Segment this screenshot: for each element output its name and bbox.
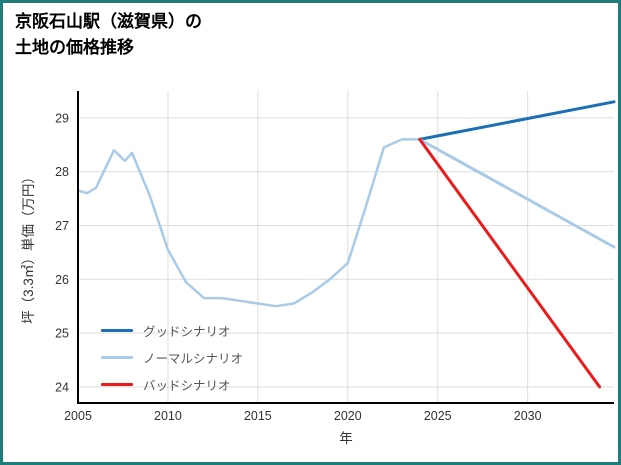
bad-scenario-line-swatch (101, 383, 133, 386)
legend-label-bad: バッドシナリオ (143, 379, 231, 393)
y-tick-label: 28 (55, 165, 69, 179)
legend-item-normal: ノーマルシナリオ (101, 344, 243, 371)
x-axis-label: 年 (339, 431, 353, 446)
y-tick-label: 26 (55, 273, 69, 287)
page-title-line1: 京阪石山駅（滋賀県）の (15, 12, 202, 31)
legend-item-good: グッドシナリオ (101, 317, 243, 344)
good-line (418, 100, 616, 141)
legend-item-bad: バッドシナリオ (101, 371, 243, 398)
x-tick-label: 2005 (64, 409, 92, 423)
legend-label-normal: ノーマルシナリオ (143, 352, 244, 366)
price-trend-chart: 2005 2010 2015 2020 2025 2030 24 25 26 27 28 29 年 坪（… (21, 91, 616, 446)
y-tick-label: 24 (55, 380, 69, 394)
page-title-line2: 土地の価格推移 (15, 38, 134, 58)
x-tick-label: 2025 (424, 409, 452, 423)
y-tick-label: 27 (55, 219, 69, 233)
normal-scenario-line-swatch (101, 356, 133, 359)
legend: グッドシナリオ ノーマルシナリオ バッドシナリオ (101, 317, 243, 398)
history-line (76, 138, 421, 308)
good-scenario-line-swatch (101, 329, 133, 332)
x-tick-label: 2020 (334, 409, 362, 423)
normal-forecast-line (418, 137, 616, 249)
page-title: 京阪石山駅（滋賀県）の 土地の価格推移 (15, 9, 202, 62)
y-axis-label: 坪（3.3㎡）単価（万円） (21, 170, 36, 324)
legend-label-good: グッドシナリオ (143, 325, 231, 339)
y-tick-label: 25 (55, 327, 69, 341)
bad-line (418, 137, 602, 389)
x-tick-label: 2015 (244, 409, 272, 423)
x-tick-label: 2010 (154, 409, 182, 423)
y-tick-label: 29 (55, 111, 69, 125)
x-tick-label: 2030 (514, 409, 542, 423)
